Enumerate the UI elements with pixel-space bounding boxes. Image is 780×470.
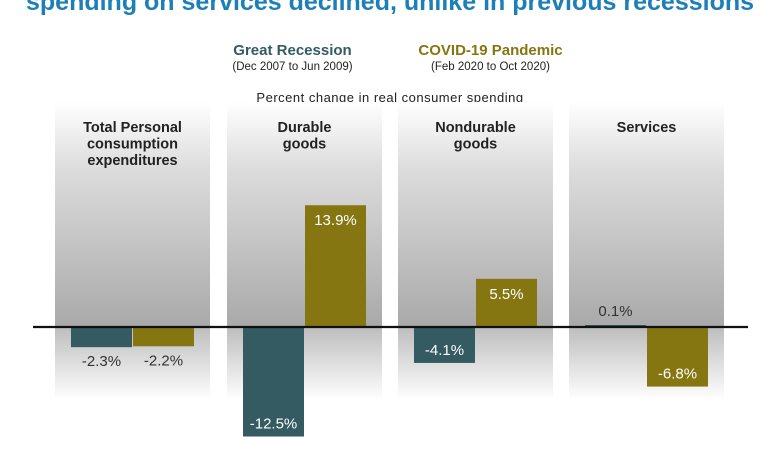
category-label-durable-goods: goods	[283, 137, 327, 153]
chart-subtitle: Percent change in real consumer spending	[256, 90, 524, 105]
category-label-total-personal-consumption-expenditures: Total Personal	[83, 120, 182, 136]
category-label-nondurable-goods: goods	[454, 137, 498, 153]
data-label-great-recession-durable-goods: -12.5%	[250, 416, 298, 433]
bar-covid-19-pandemic-nondurable-goods	[476, 278, 537, 327]
category-label-durable-goods: Durable	[278, 120, 332, 136]
data-label-great-recession-total-personal-consumption-expenditures: -2.3%	[82, 353, 121, 370]
bar-covid-19-pandemic-total-personal-consumption-expenditures	[133, 327, 194, 347]
category-label-nondurable-goods: Nondurable	[435, 120, 516, 136]
bar-covid-19-pandemic-durable-goods	[305, 205, 366, 327]
data-label-covid-19-pandemic-services: -6.8%	[658, 366, 697, 383]
data-label-covid-19-pandemic-durable-goods: 13.9%	[314, 212, 357, 229]
panel-total-personal-consumption-expenditures	[55, 102, 210, 327]
legend-item-covid: COVID-19 Pandemic (Feb 2020 to Oct 2020)	[398, 42, 583, 75]
bar-great-recession-durable-goods	[243, 327, 304, 437]
data-label-covid-19-pandemic-total-personal-consumption-expenditures: -2.2%	[144, 352, 183, 369]
legend-label-covid: COVID-19 Pandemic	[418, 42, 563, 59]
panel-services	[569, 102, 724, 327]
data-label-covid-19-pandemic-nondurable-goods: 5.5%	[489, 286, 523, 303]
chart-title: spending on services declined, unlike in…	[25, 0, 755, 16]
category-label-total-personal-consumption-expenditures: expenditures	[87, 153, 177, 169]
category-label-total-personal-consumption-expenditures: consumption	[87, 137, 178, 153]
legend-label-great-recession: Great Recession	[233, 42, 352, 59]
data-label-great-recession-services: 0.1%	[598, 303, 632, 320]
bar-great-recession-total-personal-consumption-expenditures	[71, 327, 132, 348]
bar-great-recession-nondurable-goods	[414, 327, 475, 363]
legend-period-great-recession: (Dec 2007 to Jun 2009)	[232, 61, 353, 73]
legend-item-great-recession: Great Recession (Dec 2007 to Jun 2009)	[200, 42, 385, 75]
bar-covid-19-pandemic-services	[647, 327, 708, 387]
category-label-services: Services	[617, 120, 677, 136]
legend-period-covid: (Feb 2020 to Oct 2020)	[431, 61, 550, 73]
data-label-great-recession-nondurable-goods: -4.1%	[425, 342, 464, 359]
